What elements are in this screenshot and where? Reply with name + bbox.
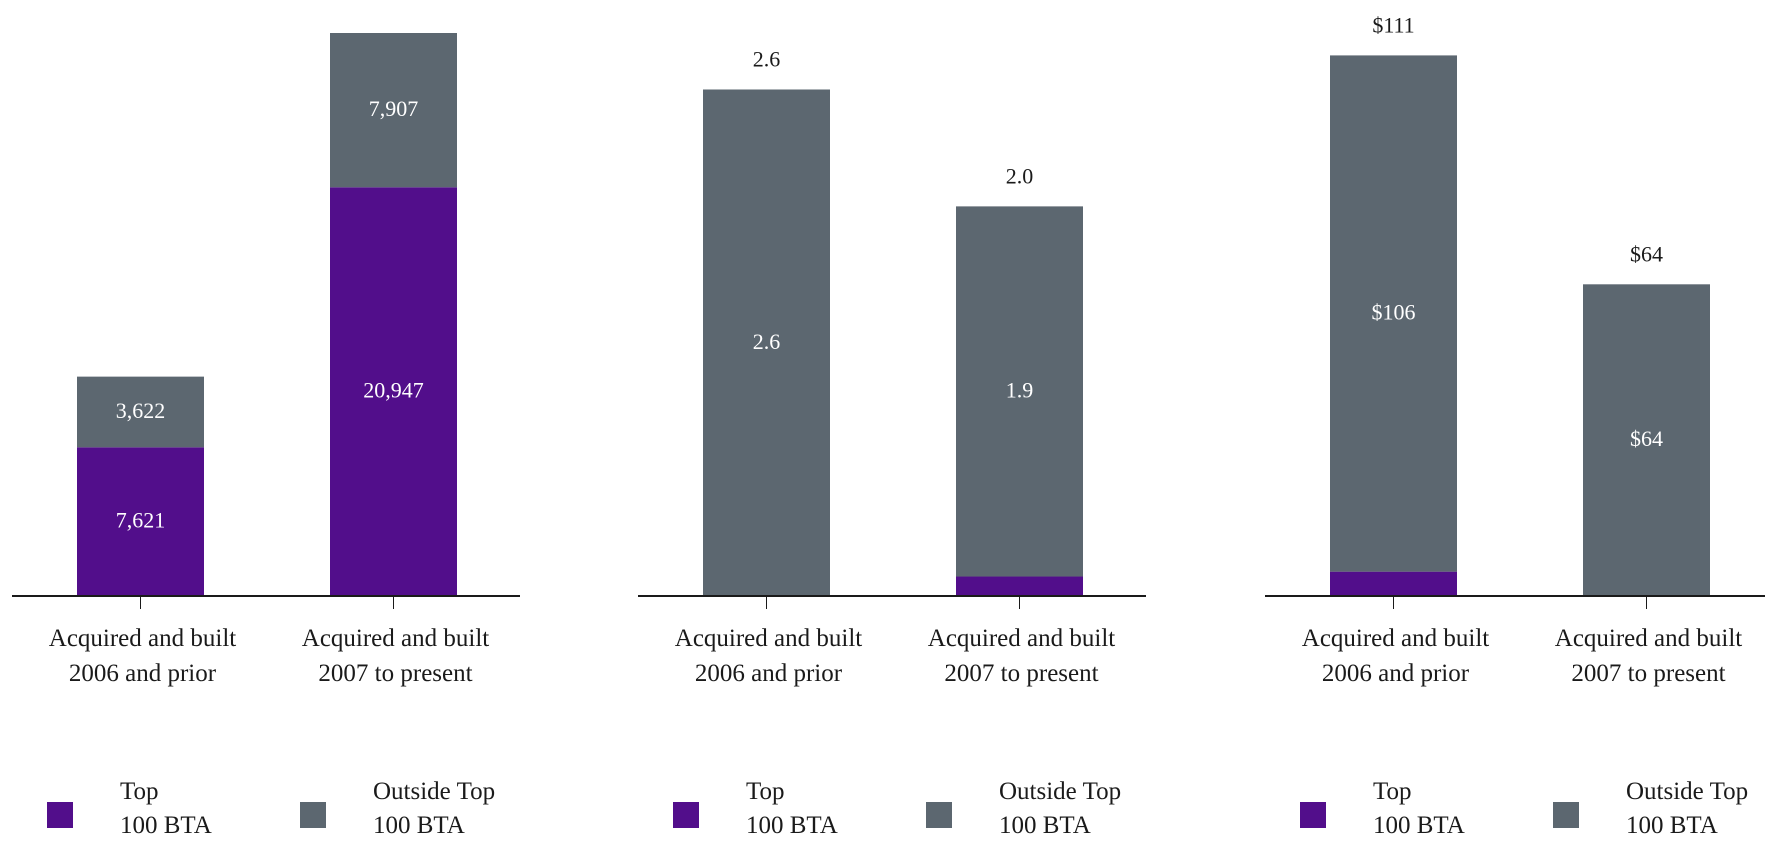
bar-segment-outside-top-100-bta	[330, 33, 457, 188]
total-label: $64	[1630, 241, 1663, 266]
legend-top-100-bta-label: Top	[120, 778, 159, 805]
legend-top-100-bta-swatch	[47, 802, 73, 828]
x-tick-label: 2006 and prior	[69, 660, 217, 687]
x-tick-label: Acquired and built	[1302, 625, 1490, 652]
x-tick-label: Acquired and built	[928, 625, 1116, 652]
bar-segment-top-100-bta	[1330, 571, 1457, 596]
legend-outside-top-100-bta-label: Outside Top	[999, 778, 1121, 805]
total-label: 2.0	[1006, 163, 1034, 188]
bar-segment-top-100-bta	[77, 447, 204, 596]
chart-panel-3	[1265, 55, 1765, 609]
data-label: $106	[1372, 300, 1416, 325]
x-tick-label: Acquired and built	[675, 625, 863, 652]
legend-outside-top-100-bta-label: 100 BTA	[999, 812, 1091, 839]
legend-top-100-bta-label: Top	[1373, 778, 1412, 805]
x-tick-label: Acquired and built	[1555, 625, 1743, 652]
legend-top-100-bta-label: 100 BTA	[746, 812, 838, 839]
bar-segment-top-100-bta	[330, 187, 457, 596]
total-label: $111	[1372, 12, 1414, 37]
bar-segment-outside-top-100-bta	[1330, 55, 1457, 572]
x-tick-label: 2007 to present	[318, 660, 472, 687]
bar-segment-outside-top-100-bta	[956, 206, 1083, 577]
legend-top-100-bta-label: Top	[746, 778, 785, 805]
data-label: $64	[1630, 426, 1663, 451]
data-label: 2.6	[753, 329, 781, 354]
x-tick-label: Acquired and built	[49, 625, 237, 652]
legend-outside-top-100-bta-label: 100 BTA	[1626, 812, 1718, 839]
bar-segment-top-100-bta	[956, 576, 1083, 596]
legend-outside-top-100-bta-label: Outside Top	[1626, 778, 1748, 805]
data-label: 3,622	[116, 398, 166, 423]
legend-top-100-bta-swatch	[1300, 802, 1326, 828]
legend-outside-top-100-bta-swatch	[926, 802, 952, 828]
x-tick-label: 2006 and prior	[1322, 660, 1470, 687]
legend-outside-top-100-bta-swatch	[1553, 802, 1579, 828]
x-tick-label: 2006 and prior	[695, 660, 843, 687]
x-tick-label: 2007 to present	[1571, 660, 1725, 687]
bar-segment-outside-top-100-bta	[1583, 284, 1710, 596]
x-tick-label: 2007 to present	[944, 660, 1098, 687]
legend-outside-top-100-bta-label: Outside Top	[373, 778, 495, 805]
data-label: 7,621	[116, 508, 166, 533]
x-tick-label: Acquired and built	[302, 625, 490, 652]
chart-panel-2	[638, 89, 1146, 609]
legend-outside-top-100-bta-swatch	[300, 802, 326, 828]
total-label: 2.6	[753, 47, 781, 72]
legend-top-100-bta-label: 100 BTA	[120, 812, 212, 839]
legend-top-100-bta-swatch	[673, 802, 699, 828]
legend-top-100-bta-label: 100 BTA	[1373, 812, 1465, 839]
data-label: 1.9	[1006, 377, 1034, 402]
data-label: 20,947	[363, 378, 424, 403]
data-label: 7,907	[369, 96, 419, 121]
bar-segment-outside-top-100-bta	[703, 89, 830, 596]
bar-segment-outside-top-100-bta	[77, 376, 204, 448]
legend-outside-top-100-bta-label: 100 BTA	[373, 812, 465, 839]
chart-panel-1	[12, 33, 520, 609]
